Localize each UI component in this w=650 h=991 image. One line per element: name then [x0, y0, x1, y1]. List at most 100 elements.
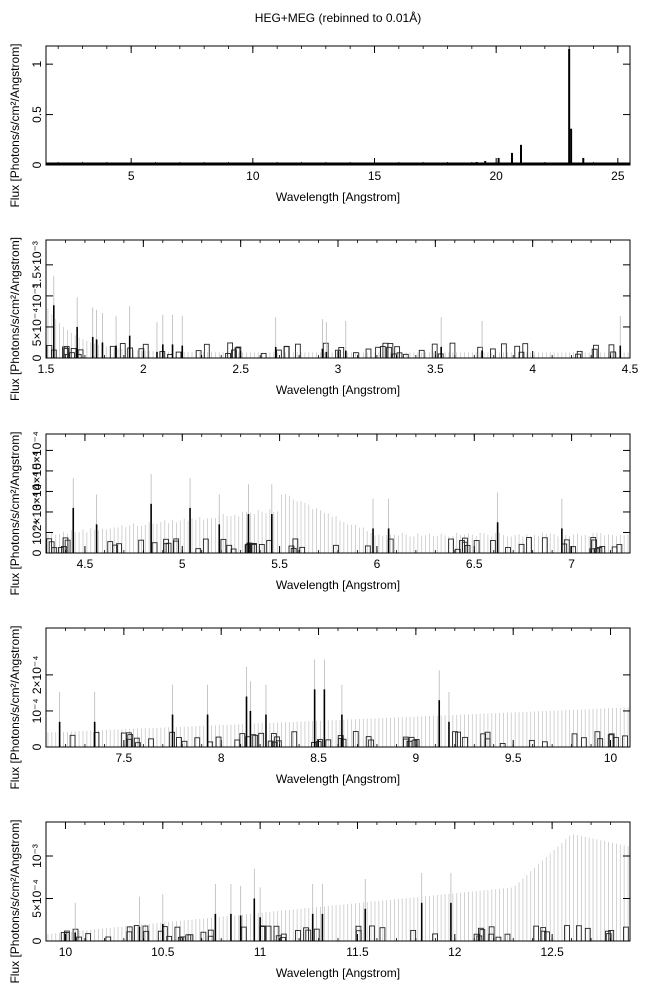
y-tick-label: 4×10⁻⁴ [30, 452, 44, 491]
background-bin [69, 352, 75, 359]
x-tick-label: 5.5 [271, 557, 288, 571]
y-axis-title: Flux [Photons/s/cm²/Angstrom] [8, 43, 22, 207]
background-bin [593, 344, 599, 359]
x-tick-label: 4.5 [77, 557, 94, 571]
background-bin [489, 348, 496, 359]
y-tick-label: 5×10⁻⁴ [30, 431, 44, 470]
background-bin [501, 343, 507, 359]
y-tick-label: 0.5 [30, 106, 44, 123]
figure-title: HEG+MEG (rebinned to 0.01Å) [255, 10, 421, 25]
background-bin [240, 926, 247, 942]
y-tick-label: 2×10⁻⁴ [30, 493, 44, 532]
background-bin [495, 936, 502, 942]
x-tick-label: 15 [368, 169, 382, 183]
x-tick-label: 8 [218, 751, 225, 765]
panel-3: 4.5 5 5.5 6 6.5 7 0 10⁻⁴2×10⁻⁴3×10⁻⁴4×10⁻⁴5×10⁻… [8, 431, 631, 596]
x-tick-label: 2 [140, 362, 147, 376]
background-bin [610, 351, 616, 359]
y-tick-label: 0 [30, 354, 44, 361]
y-tick-label: 10⁻⁴ [30, 520, 44, 545]
y-axis-title: Flux [Photons/s/cm²/Angstrom] [8, 625, 22, 789]
panel-4: 7.5 8 8.5 9 9.5 10 0 10⁻⁴ 2×10⁻⁴ Wavelength [Angs… [8, 625, 631, 790]
x-tick-label: 1.5 [38, 362, 55, 376]
panel-5: 10 10.5 11 11.5 12 12.5 0 5×10⁻⁴ 10⁻³ Wavelength … [8, 819, 631, 984]
x-tick-label: 10 [604, 751, 618, 765]
y-tick-label: 0 [30, 937, 44, 944]
y-tick-label: 5×10⁻⁴ [30, 879, 44, 918]
x-tick-label: 10 [59, 945, 73, 959]
y-tick-label: 0 [30, 743, 44, 750]
background-bin [299, 546, 306, 554]
background-bin [369, 925, 375, 942]
background-bin [608, 344, 615, 359]
background-bin [431, 343, 438, 359]
background-bin [207, 935, 214, 942]
background-bin [338, 347, 345, 359]
background-bin [528, 739, 535, 748]
x-tick-label: 3 [335, 362, 342, 376]
background-bin [410, 929, 417, 942]
x-tick-label: 2.5 [232, 362, 249, 376]
background-bin [207, 929, 214, 942]
background-bin [564, 925, 570, 942]
x-tick-label: 11.5 [346, 945, 369, 959]
y-tick-label: 0 [30, 161, 44, 168]
x-axis-title: Wavelength [Angstrom] [276, 772, 400, 786]
y-tick-label: 0 [30, 549, 44, 556]
background-bin [258, 732, 265, 748]
background-bin [490, 540, 496, 554]
background-bin [215, 736, 222, 748]
background-bin [291, 731, 298, 748]
x-tick-label: 5 [128, 169, 135, 183]
x-axis-title: Wavelength [Angstrom] [276, 190, 400, 204]
x-tick-label: 5 [179, 557, 186, 571]
y-tick-label: 1 [30, 60, 44, 67]
background-bin [473, 540, 480, 554]
background-bin [571, 733, 578, 748]
background-bin [203, 343, 210, 359]
x-tick-label: 10 [246, 169, 260, 183]
background-bin [505, 546, 511, 554]
background-bin [207, 741, 214, 748]
x-tick-label: 25 [611, 169, 625, 183]
y-tick-label: 1.5×10⁻³ [30, 241, 44, 288]
y-tick-label: 5×10⁻⁴ [30, 308, 44, 347]
background-bin [616, 544, 623, 554]
background-bin [174, 926, 181, 942]
background-bin [250, 734, 257, 748]
x-tick-label: 9.5 [505, 751, 522, 765]
background-bin [622, 735, 628, 748]
background-bin [375, 346, 381, 359]
background-bin [364, 545, 371, 554]
x-tick-label: 7 [568, 557, 575, 571]
plot-frame [45, 239, 631, 359]
x-tick-label: 20 [489, 169, 503, 183]
x-tick-label: 6.5 [466, 557, 483, 571]
y-axis-title: Flux [Photons/s/cm²/Angstrom] [8, 819, 22, 983]
x-tick-label: 8.5 [310, 751, 327, 765]
background-bin [119, 343, 126, 359]
background-bin [134, 925, 140, 942]
x-tick-label: 4.5 [622, 362, 639, 376]
x-tick-label: 9 [413, 751, 420, 765]
x-tick-label: 12 [448, 945, 462, 959]
background-bin [252, 734, 259, 748]
x-tick-label: 6 [374, 557, 381, 571]
y-tick-label: 10⁻⁴ [30, 699, 44, 724]
x-axis-title: Wavelength [Angstrom] [276, 383, 400, 397]
x-tick-label: 4 [529, 362, 536, 376]
background-bin [575, 353, 581, 359]
panel-1: 5 10 15 20 25 0 0.5 1 Wavelength [Angstrom] Flux … [8, 43, 631, 208]
background-bin [294, 343, 301, 359]
x-tick-label: 12.5 [540, 945, 564, 959]
background-bin [276, 349, 282, 359]
background-bin [85, 933, 92, 942]
x-tick-label: 3.5 [427, 362, 444, 376]
y-tick-label: 10⁻³ [30, 844, 44, 868]
background-bin [69, 734, 76, 748]
x-axis-title: Wavelength [Angstrom] [276, 578, 400, 592]
background-bin [462, 736, 468, 748]
y-tick-label: 2×10⁻⁴ [30, 656, 44, 695]
